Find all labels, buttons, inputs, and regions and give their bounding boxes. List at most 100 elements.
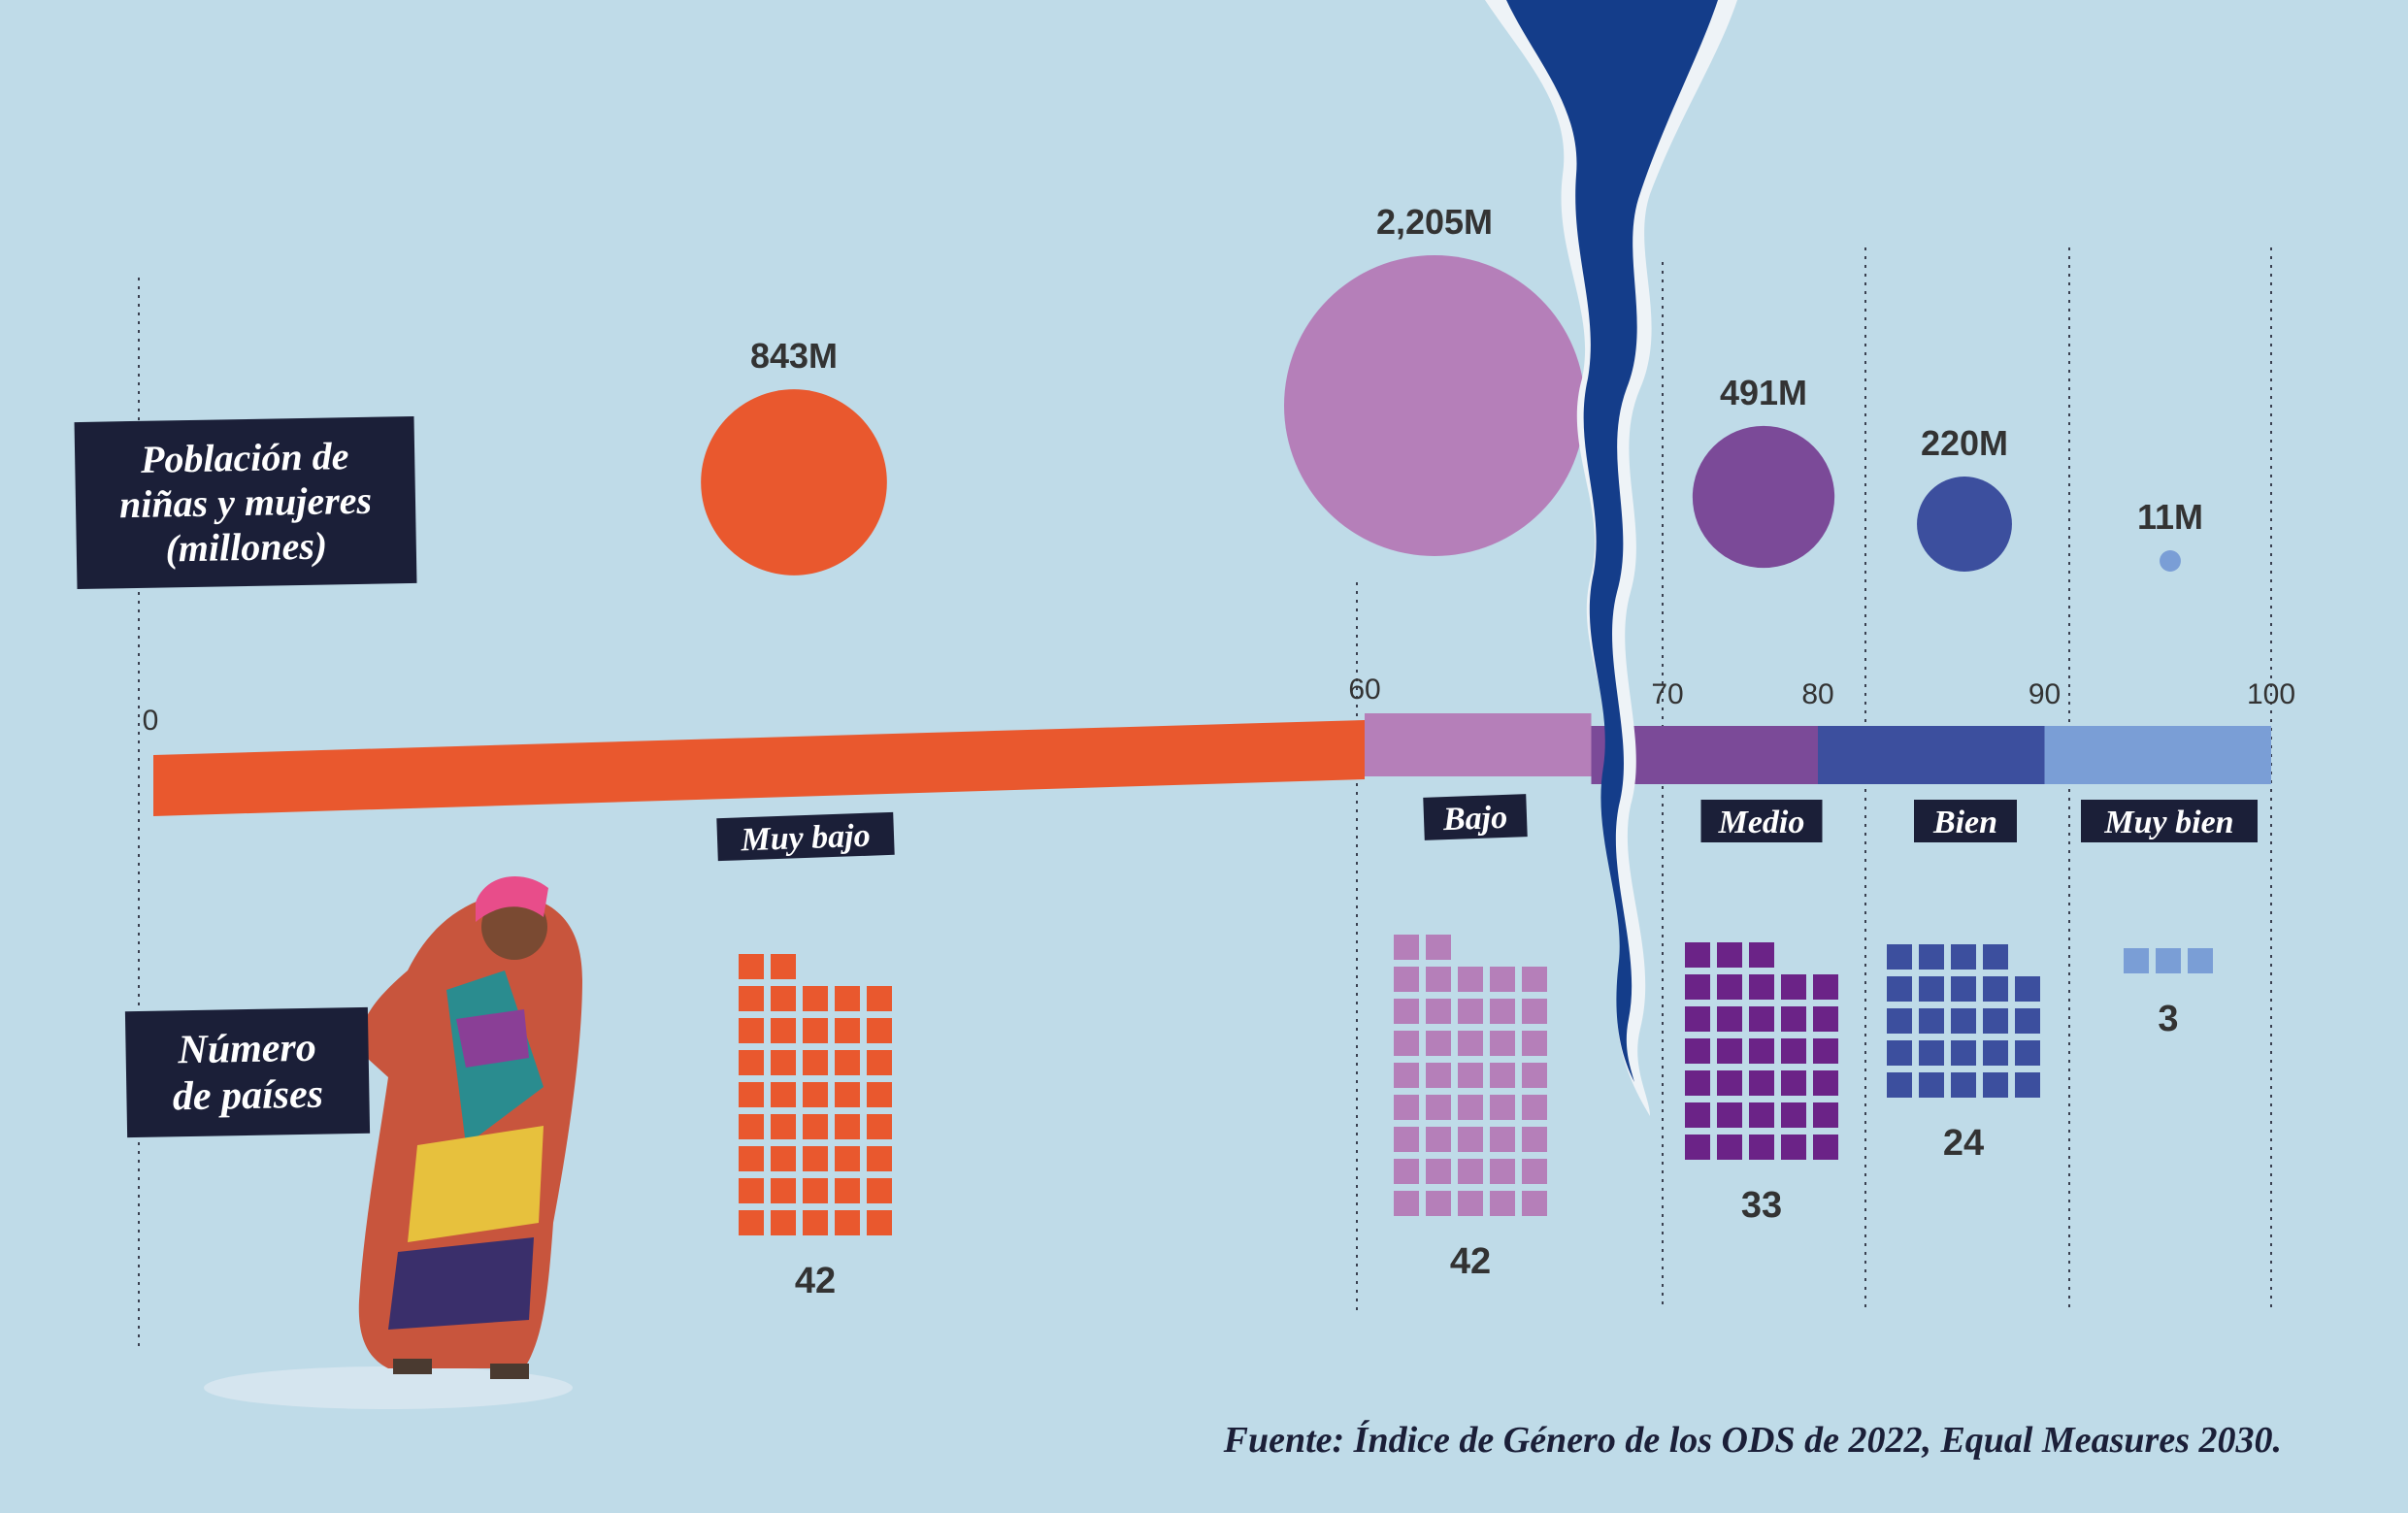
country-square xyxy=(1426,999,1451,1024)
country-square xyxy=(1781,974,1806,1000)
country-square xyxy=(803,1114,828,1139)
country-square xyxy=(1717,1038,1742,1064)
woman-headscarf xyxy=(476,876,548,922)
population-label-line: Población de xyxy=(140,434,349,481)
bar-segment xyxy=(153,720,1365,816)
country-square xyxy=(1983,976,2008,1002)
country-square xyxy=(835,986,860,1011)
country-square xyxy=(1781,1038,1806,1064)
countries-label-box: Número de países xyxy=(124,1006,371,1138)
country-square xyxy=(1887,1040,1912,1066)
country-square xyxy=(1490,1063,1515,1088)
countries-label-line: de países xyxy=(172,1071,324,1120)
bar-segment xyxy=(1818,726,2045,784)
category-label-text: Bien xyxy=(1932,805,1997,840)
population-value-label: 2,205M xyxy=(1376,202,1493,242)
country-square xyxy=(803,1018,828,1043)
country-square xyxy=(1951,944,1976,970)
country-square xyxy=(1685,1102,1710,1128)
paper-tear-graphic xyxy=(1485,0,1737,1116)
country-square xyxy=(1951,976,1976,1002)
country-square xyxy=(739,1178,764,1203)
country-square xyxy=(1951,1040,1976,1066)
country-square xyxy=(1394,1063,1419,1088)
country-square xyxy=(739,1050,764,1075)
country-square xyxy=(835,1178,860,1203)
country-square xyxy=(803,1146,828,1171)
country-square xyxy=(867,1114,892,1139)
country-square xyxy=(1919,976,1944,1002)
country-square xyxy=(1951,1072,1976,1098)
grid-dividers xyxy=(138,247,2272,1349)
category-label-text: Muy bajo xyxy=(740,818,871,859)
country-square xyxy=(1685,1135,1710,1160)
country-square xyxy=(771,1018,796,1043)
country-square xyxy=(1919,1008,1944,1034)
country-square xyxy=(2015,1040,2040,1066)
country-square xyxy=(739,1114,764,1139)
category-label: Muy bajo xyxy=(716,811,895,862)
country-square xyxy=(1522,1063,1547,1088)
country-square xyxy=(1717,1135,1742,1160)
country-square xyxy=(1749,1006,1774,1032)
category-label: Muy bien xyxy=(2081,800,2258,842)
country-square xyxy=(867,1178,892,1203)
country-square xyxy=(739,986,764,1011)
country-square xyxy=(771,954,796,979)
population-bubble xyxy=(701,389,887,576)
country-count-label: 42 xyxy=(1450,1241,1491,1282)
country-square xyxy=(771,1178,796,1203)
category-label: Bajo xyxy=(1423,794,1528,840)
country-square xyxy=(1887,976,1912,1002)
country-square xyxy=(1458,1127,1483,1152)
population-value-label: 843M xyxy=(750,336,838,376)
country-square xyxy=(771,986,796,1011)
country-square xyxy=(1749,1102,1774,1128)
bar-segment xyxy=(1365,713,1592,776)
country-square xyxy=(1426,1031,1451,1056)
country-square xyxy=(1426,967,1451,992)
country-square xyxy=(1426,1159,1451,1184)
country-square xyxy=(835,1146,860,1171)
population-bubble xyxy=(1917,477,2012,572)
population-value-label: 220M xyxy=(1921,423,2008,463)
country-square xyxy=(1951,1008,1976,1034)
woman-pattern xyxy=(408,1126,544,1242)
tick-label: 100 xyxy=(2247,678,2295,710)
country-square xyxy=(1458,967,1483,992)
country-square xyxy=(1717,1006,1742,1032)
country-square xyxy=(867,1050,892,1075)
country-square xyxy=(1522,1127,1547,1152)
country-square xyxy=(2188,948,2213,973)
country-square xyxy=(867,1082,892,1107)
country-square xyxy=(803,1082,828,1107)
country-square xyxy=(1426,935,1451,960)
country-square xyxy=(1522,967,1547,992)
country-square xyxy=(1458,1159,1483,1184)
country-square xyxy=(1717,974,1742,1000)
country-square xyxy=(867,1018,892,1043)
country-square xyxy=(1813,1006,1838,1032)
country-square xyxy=(1522,1031,1547,1056)
category-label-box xyxy=(716,811,895,862)
country-square xyxy=(1717,1102,1742,1128)
country-square xyxy=(1749,1135,1774,1160)
country-square xyxy=(1983,1040,2008,1066)
country-count-label: 3 xyxy=(2158,999,2178,1039)
country-square xyxy=(1887,944,1912,970)
country-square xyxy=(1717,1070,1742,1096)
country-square xyxy=(867,986,892,1011)
country-square xyxy=(739,1146,764,1171)
woman-pattern xyxy=(456,1009,529,1068)
country-square xyxy=(1426,1063,1451,1088)
country-square xyxy=(835,1018,860,1043)
country-square xyxy=(2015,1072,2040,1098)
country-square xyxy=(1394,1191,1419,1216)
woman-pattern xyxy=(388,1237,534,1330)
category-label-text: Bajo xyxy=(1441,800,1507,838)
country-square xyxy=(1394,1031,1419,1056)
category-label-text: Medio xyxy=(1718,805,1805,840)
bar-segment xyxy=(2044,726,2271,784)
country-square xyxy=(803,1050,828,1075)
country-square xyxy=(1749,1038,1774,1064)
